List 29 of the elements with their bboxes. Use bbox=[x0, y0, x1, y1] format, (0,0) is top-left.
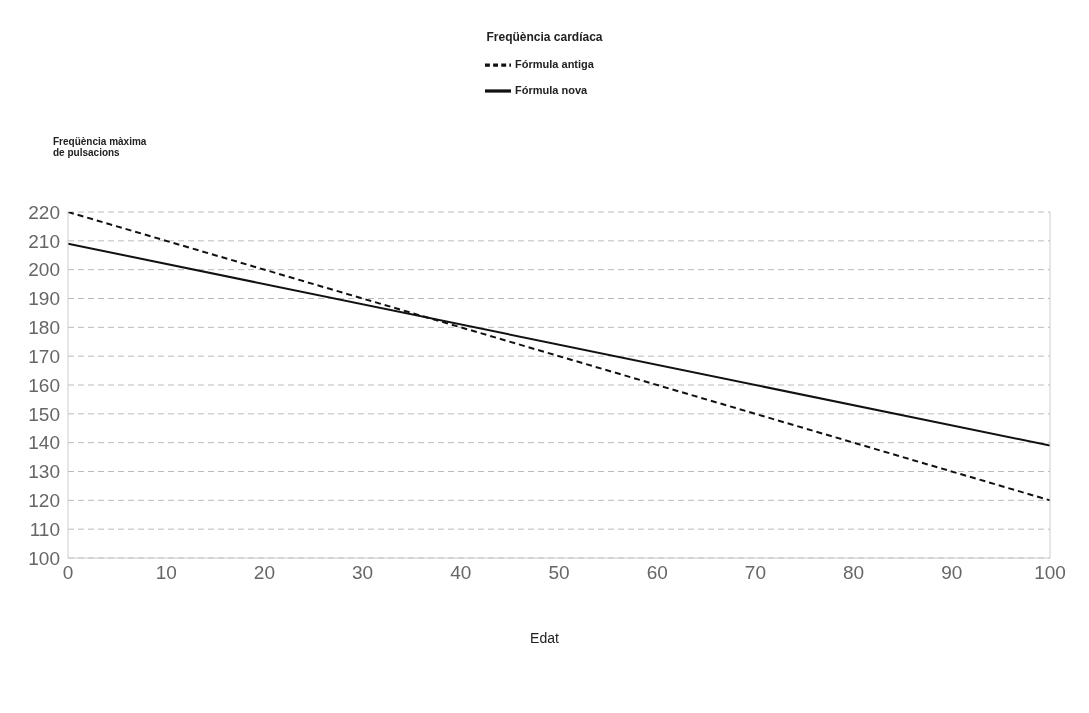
y-tick-label: 110 bbox=[29, 518, 60, 540]
chart-title: Freqüència cardíaca bbox=[485, 30, 604, 44]
x-axis-title: Edat bbox=[529, 630, 560, 646]
y-tick-label: 100 bbox=[28, 547, 60, 569]
y-tick-label: 130 bbox=[28, 461, 60, 483]
y-tick-label: 220 bbox=[28, 201, 60, 223]
y-tick-label: 150 bbox=[28, 403, 60, 425]
x-tick-label: 70 bbox=[744, 562, 766, 584]
x-tick-label: 10 bbox=[155, 562, 177, 584]
x-tick-label: 80 bbox=[843, 562, 865, 584]
x-tick-label: 30 bbox=[352, 562, 374, 584]
x-tick-label: 100 bbox=[1034, 562, 1066, 584]
y-tick-label: 210 bbox=[28, 230, 60, 252]
x-tick-label: 50 bbox=[548, 562, 570, 584]
x-tick-label: 90 bbox=[941, 562, 963, 584]
legend-label: Fórmula nova bbox=[515, 83, 588, 96]
y-tick-label: 180 bbox=[28, 317, 60, 339]
y-axis-title: Freqüència màxima de pulsacions bbox=[53, 136, 147, 158]
y-tick-label: 200 bbox=[28, 259, 60, 281]
x-tick-label: 40 bbox=[450, 562, 472, 584]
y-tick-label: 170 bbox=[28, 345, 60, 367]
y-tick-label: 140 bbox=[28, 432, 60, 454]
x-tick-label: 20 bbox=[253, 562, 275, 584]
x-tick-label: 0 bbox=[62, 562, 74, 584]
x-tick-label: 60 bbox=[646, 562, 668, 584]
y-tick-label: 160 bbox=[28, 374, 60, 396]
y-tick-label: 120 bbox=[28, 490, 60, 512]
legend-label: Fórmula antiga bbox=[515, 57, 594, 70]
y-tick-label: 190 bbox=[28, 288, 60, 310]
